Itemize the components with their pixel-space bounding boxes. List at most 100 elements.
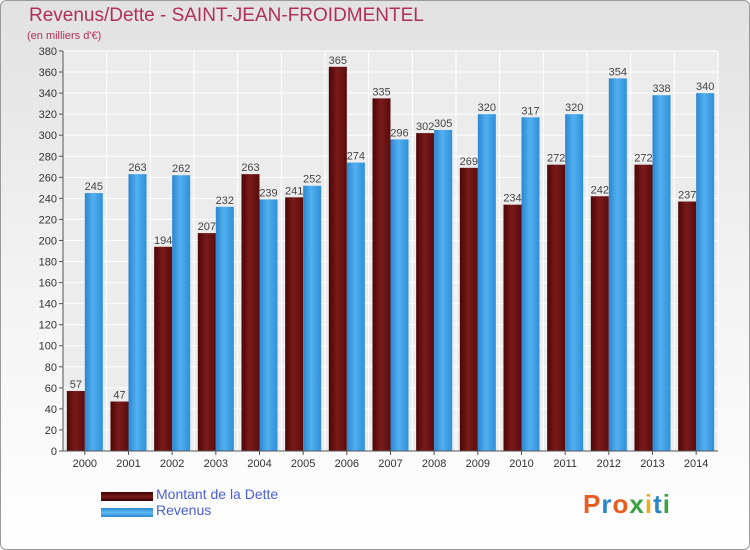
- logo-letter: t: [653, 489, 663, 519]
- bar-dette: [372, 98, 391, 452]
- bar-dette: [547, 164, 566, 451]
- data-label-dette: 237: [678, 190, 696, 202]
- logo-letter: P: [583, 489, 602, 519]
- proxiti-logo: Proxiti: [583, 489, 671, 520]
- y-tick-label: 300: [39, 130, 57, 142]
- logo-letter: r: [601, 489, 613, 519]
- legend-swatch-dette: [101, 492, 153, 501]
- bar-dette: [590, 196, 609, 451]
- data-label-dette: 234: [503, 193, 521, 205]
- bar-revenus: [84, 193, 103, 451]
- y-tick-label: 360: [39, 67, 57, 79]
- data-label-revenus: 296: [390, 127, 408, 139]
- y-tick-label: 380: [39, 46, 57, 58]
- x-tick-label: 2006: [335, 458, 359, 470]
- data-label-revenus: 252: [303, 174, 321, 186]
- data-label-revenus: 320: [478, 102, 496, 114]
- x-tick-label: 2007: [378, 458, 402, 470]
- data-label-dette: 47: [113, 390, 125, 402]
- bar-dette: [416, 133, 435, 451]
- bar-revenus: [128, 174, 147, 451]
- data-label-revenus: 245: [85, 181, 103, 193]
- y-tick-label: 80: [45, 362, 57, 374]
- data-label-revenus: 338: [652, 83, 670, 95]
- bar-dette: [66, 391, 85, 451]
- bar-revenus: [696, 93, 715, 452]
- bar-dette: [154, 246, 173, 451]
- y-tick-label: 200: [39, 235, 57, 247]
- legend-label-revenus: Revenus: [156, 502, 212, 518]
- y-tick-label: 0: [51, 446, 57, 458]
- data-label-dette: 57: [70, 379, 82, 391]
- bar-revenus: [652, 95, 671, 452]
- y-tick-label: 260: [39, 172, 57, 184]
- y-tick-label: 320: [39, 109, 57, 121]
- bar-dette: [634, 164, 653, 451]
- y-tick-label: 280: [39, 151, 57, 163]
- data-label-dette: 194: [154, 235, 172, 247]
- logo-letter: x: [629, 489, 645, 519]
- data-label-dette: 272: [547, 153, 565, 165]
- x-tick-label: 2003: [204, 458, 228, 470]
- chart-subtitle: (en milliers d'€): [27, 30, 102, 42]
- y-tick-label: 60: [45, 383, 57, 395]
- data-label-revenus: 263: [128, 162, 146, 174]
- bar-revenus: [346, 162, 365, 451]
- data-label-dette: 302: [416, 121, 434, 133]
- legend-swatch-revenus: [101, 508, 153, 517]
- bar-revenus: [565, 114, 584, 451]
- data-label-revenus: 239: [259, 187, 277, 199]
- data-label-revenus: 317: [521, 105, 539, 117]
- bar-revenus: [259, 199, 278, 451]
- y-tick-label: 40: [45, 404, 57, 416]
- axes-layer: 0 20 40 60 80 100 120 140 160 180 200 220 240 260 280 3…: [39, 46, 718, 470]
- bar-revenus: [303, 185, 322, 451]
- x-tick-label: 2009: [466, 458, 490, 470]
- bar-dette: [328, 66, 347, 451]
- bar-dette: [503, 204, 522, 451]
- bar-revenus: [434, 129, 453, 451]
- bar-revenus: [608, 78, 627, 452]
- data-label-revenus: 320: [565, 102, 583, 114]
- bars-layer: [66, 66, 715, 452]
- data-label-revenus: 232: [216, 195, 234, 207]
- bar-dette: [241, 174, 260, 451]
- data-label-revenus: 340: [696, 81, 714, 93]
- y-tick-label: 100: [39, 341, 57, 353]
- x-tick-label: 2000: [73, 458, 97, 470]
- bar-revenus: [477, 114, 496, 451]
- data-label-dette: 272: [634, 153, 652, 165]
- x-tick-label: 2005: [291, 458, 315, 470]
- data-label-dette: 365: [329, 55, 347, 67]
- data-label-dette: 207: [198, 221, 216, 233]
- data-label-dette: 242: [591, 184, 609, 196]
- data-label-revenus: 262: [172, 163, 190, 175]
- legend-label-dette: Montant de la Dette: [156, 486, 279, 502]
- x-tick-label: 2012: [597, 458, 621, 470]
- bar-dette: [285, 197, 304, 451]
- x-tick-label: 2004: [247, 458, 271, 470]
- data-label-revenus: 274: [347, 151, 365, 163]
- y-tick-label: 120: [39, 320, 57, 332]
- y-tick-label: 180: [39, 257, 57, 269]
- bar-revenus: [390, 139, 409, 451]
- x-tick-label: 2008: [422, 458, 446, 470]
- x-tick-label: 2010: [509, 458, 533, 470]
- bar-dette: [197, 233, 216, 451]
- data-label-revenus: 354: [609, 66, 627, 78]
- x-tick-label: 2011: [553, 458, 577, 470]
- data-label-dette: 335: [372, 86, 390, 98]
- y-tick-label: 160: [39, 278, 57, 290]
- y-tick-label: 20: [45, 425, 57, 437]
- logo-letter: i: [644, 489, 654, 519]
- bar-dette: [459, 167, 478, 451]
- data-label-dette: 269: [460, 156, 478, 168]
- chart-title: Revenus/Dette - SAINT-JEAN-FROIDMENTEL: [29, 5, 424, 26]
- data-label-dette: 263: [241, 162, 259, 174]
- bar-dette: [678, 201, 697, 451]
- x-tick-label: 2014: [684, 458, 708, 470]
- x-tick-label: 2001: [116, 458, 140, 470]
